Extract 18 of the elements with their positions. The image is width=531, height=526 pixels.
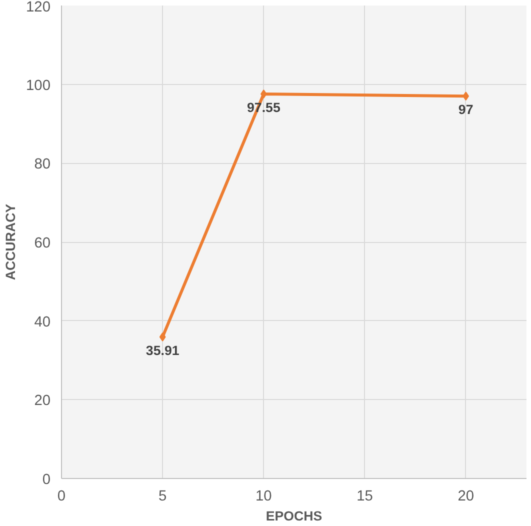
x-tick-label: 5 (158, 488, 167, 504)
data-label: 97 (458, 102, 474, 118)
x-tick-label: 15 (356, 488, 373, 504)
y-axis-title: ACCURACY (3, 204, 18, 280)
x-tick-label: 10 (256, 488, 272, 504)
data-label: 35.91 (146, 342, 180, 358)
y-tick-label: 40 (34, 314, 51, 330)
y-tick-label: 120 (26, 0, 51, 16)
x-axis-title: EPOCHS (266, 508, 322, 524)
y-tick-label: 100 (26, 78, 51, 94)
y-tick-label: 20 (34, 393, 51, 410)
x-tick-label: 20 (458, 488, 474, 504)
y-tick-label: 60 (34, 236, 51, 252)
x-tick-label: 0 (57, 488, 66, 504)
point (159, 332, 166, 342)
y-tick-label: 80 (34, 156, 51, 173)
y-tick-label: 0 (42, 472, 51, 488)
point (462, 92, 470, 101)
